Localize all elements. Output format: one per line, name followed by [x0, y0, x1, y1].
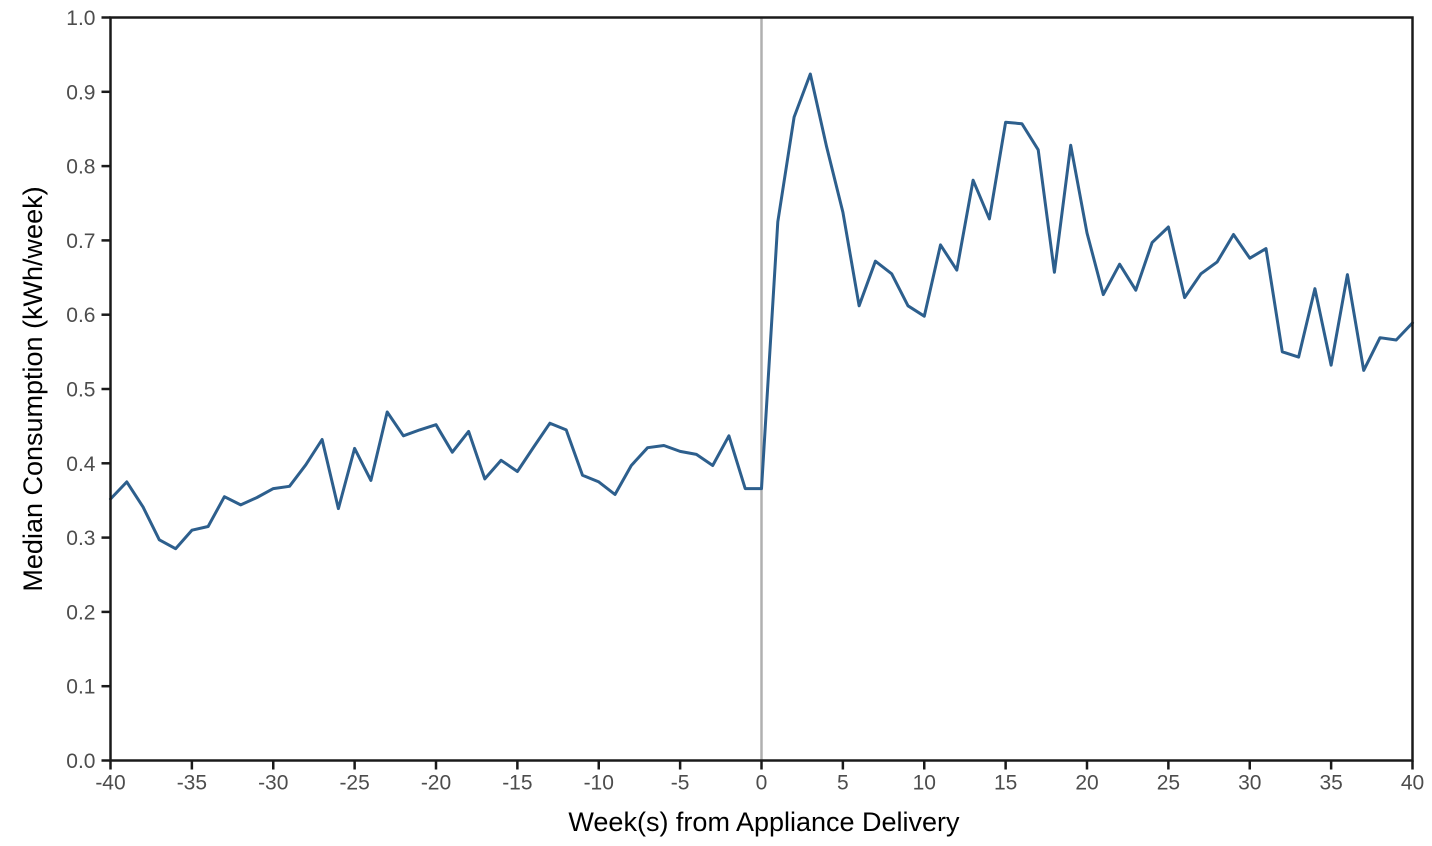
- x-tick-label: 40: [1401, 772, 1424, 795]
- data-series-layer: [109, 72, 1414, 551]
- y-tick-label: 0.9: [66, 81, 95, 104]
- x-tick-label: -35: [177, 772, 207, 795]
- y-tick-label: 0.2: [66, 601, 95, 624]
- y-tick-label: 0.7: [66, 230, 95, 253]
- y-tick-label: 0.4: [66, 453, 96, 476]
- y-tick-label: 0.6: [66, 304, 95, 327]
- y-tick-label: 0.0: [66, 750, 95, 773]
- y-tick-label: 0.3: [66, 527, 95, 550]
- y-tick-label: 1.0: [66, 7, 95, 30]
- y-tick-label: 0.1: [66, 676, 95, 699]
- x-tick-label: 5: [837, 772, 849, 795]
- y-tick-label: 0.5: [66, 379, 95, 402]
- x-tick-label: -30: [258, 772, 288, 795]
- x-tick-label: -10: [584, 772, 614, 795]
- median-consumption-line: [109, 72, 1414, 551]
- tick-layer: [101, 16, 1414, 770]
- x-tick-label: 0: [756, 772, 768, 795]
- x-tick-label: 15: [994, 772, 1017, 795]
- x-tick-label: 20: [1075, 772, 1098, 795]
- x-axis-title: Week(s) from Appliance Delivery: [568, 807, 960, 837]
- tick-label-layer: -40 -35 -30 -25 -20 -15 -10 -5 0 5 10 15 20 25 30 35 40 0…: [66, 7, 1424, 795]
- y-axis-title: Median Consumption (kWh/week): [18, 186, 48, 591]
- x-tick-label: 30: [1238, 772, 1261, 795]
- x-tick-label: 35: [1319, 772, 1342, 795]
- x-tick-label: 10: [913, 772, 936, 795]
- y-tick-label: 0.8: [66, 156, 95, 179]
- x-tick-label: 25: [1157, 772, 1180, 795]
- x-tick-label: -20: [421, 772, 451, 795]
- x-tick-label: -15: [502, 772, 532, 795]
- x-tick-label: -25: [339, 772, 369, 795]
- x-tick-label: -40: [95, 772, 125, 795]
- x-tick-label: -5: [671, 772, 690, 795]
